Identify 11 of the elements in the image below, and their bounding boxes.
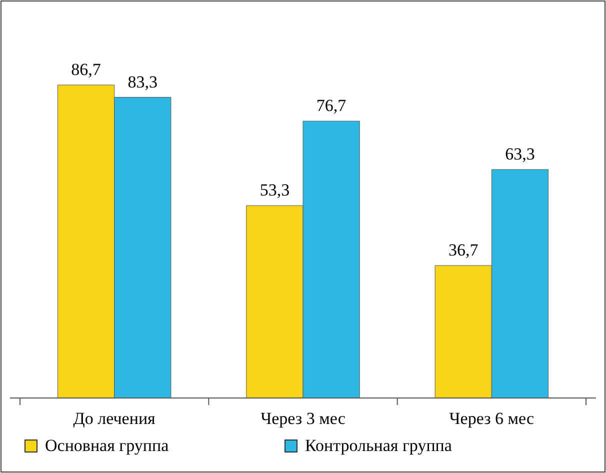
data-label: 63,3 xyxy=(505,144,535,164)
legend-label: Основная группа xyxy=(45,436,170,455)
data-label: 86,7 xyxy=(71,60,102,79)
data-label: 83,3 xyxy=(128,72,158,92)
x-tick-label: До лечения xyxy=(73,409,156,428)
x-tick-label: Через 3 мес xyxy=(260,409,346,428)
data-label: 76,7 xyxy=(316,96,347,116)
data-label: 53,3 xyxy=(260,180,290,200)
data-label: 36,7 xyxy=(448,240,479,260)
legend-label: Контрольная группа xyxy=(305,436,452,455)
x-tick-label: Через 6 мес xyxy=(449,409,535,428)
